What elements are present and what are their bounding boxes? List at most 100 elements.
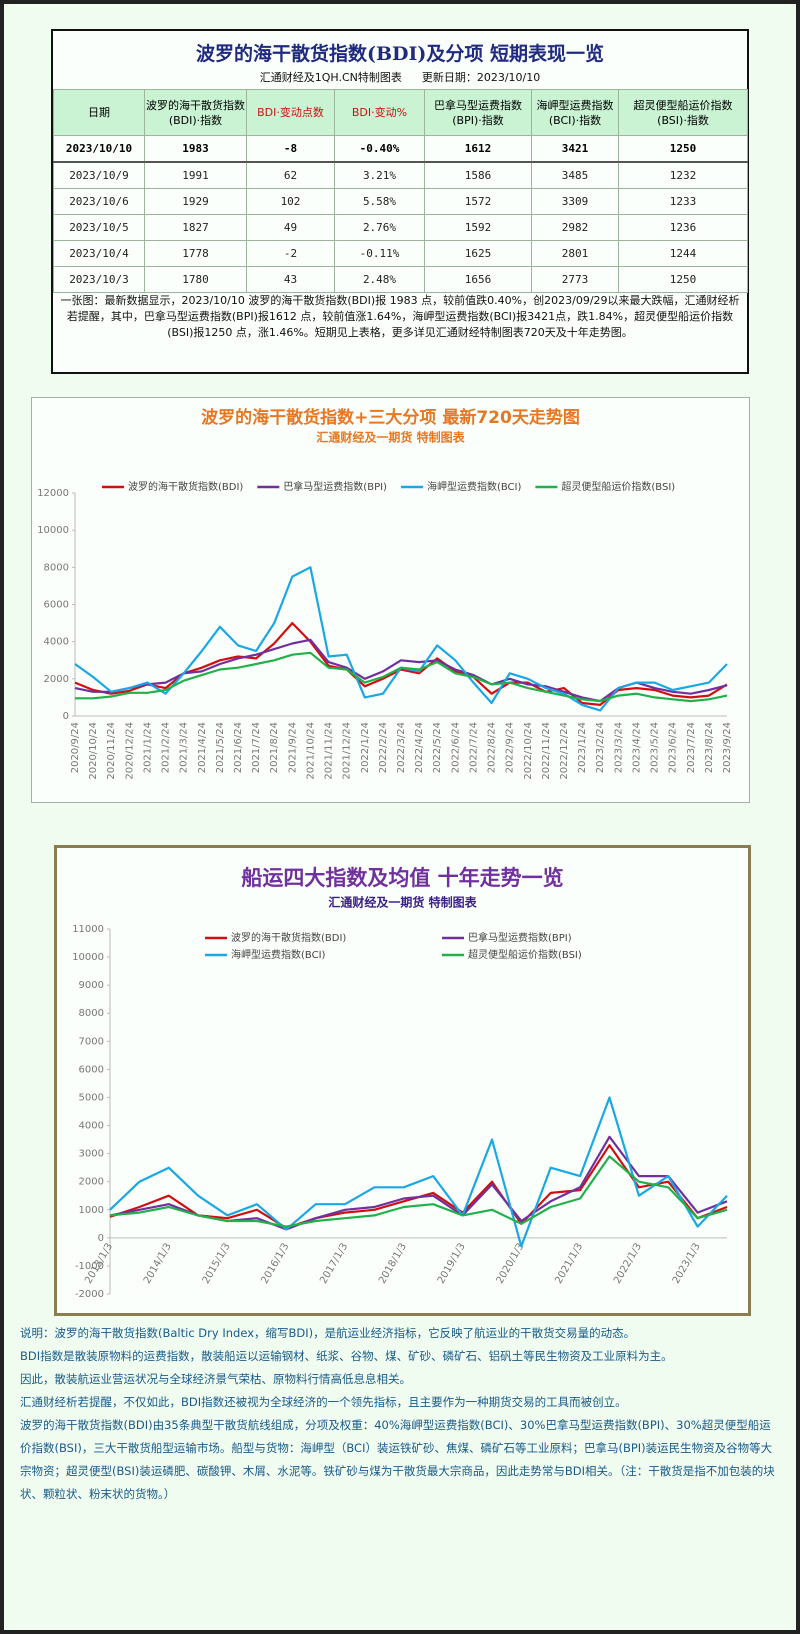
- table-cell: 2.76%: [334, 214, 425, 241]
- table-cell: 2801: [531, 240, 619, 267]
- x-tick-label: 2017/1/3: [318, 1241, 350, 1285]
- source: 汇通财经及1QH.CN特制图表: [259, 71, 402, 84]
- table-cell: 1778: [144, 240, 247, 267]
- x-tick-label: 2022/11/24: [541, 722, 552, 780]
- y-tick-label: 4000: [44, 637, 69, 648]
- y-tick-label: 11000: [72, 924, 104, 935]
- x-tick-label: 2022/2/24: [378, 722, 389, 773]
- header-row: 日期 波罗的海干散货指数(BDI)·指数 BDI·变动点数 BDI·变动% 巴拿马型运费…: [53, 89, 748, 136]
- table-cell: 62: [246, 161, 335, 189]
- legend-label: 波罗的海干散货指数(BDI): [231, 931, 346, 944]
- x-tick-label: 2021/4/24: [197, 722, 208, 773]
- x-tick-label: 2023/5/24: [650, 722, 661, 773]
- x-tick-label: 2021/7/24: [251, 722, 262, 773]
- table-cell: 5.58%: [334, 188, 425, 215]
- y-tick-label: 12000: [37, 488, 69, 499]
- legend-label: 海岬型运费指数(BCI): [231, 948, 326, 961]
- table-cell: 1236: [618, 214, 748, 241]
- chart-subtitle: 汇通财经及一期货 特制图表: [328, 895, 477, 910]
- y-tick-label: 5000: [79, 1092, 104, 1103]
- table-row: 2023/10/5 1827 49 2.76% 1592 2982 1236: [53, 214, 748, 241]
- x-tick-label: 2021/1/3: [553, 1241, 585, 1285]
- column-header: 海岬型运费指数(BCI)·指数: [531, 89, 619, 136]
- x-tick-label: 2020/10/24: [88, 722, 99, 780]
- x-tick-label: 2022/10/24: [523, 722, 534, 780]
- y-tick-label: 9000: [79, 980, 104, 991]
- x-tick-label: 2023/7/24: [686, 722, 697, 773]
- table-cell: 1250: [618, 266, 748, 293]
- table-cell: 1592: [424, 214, 532, 241]
- chart-title: 波罗的海干散货指数+三大分项 最新720天走势图: [201, 407, 580, 428]
- x-tick-label: 2023/2/24: [595, 722, 606, 773]
- x-tick-label: 2022/3/24: [396, 722, 407, 773]
- y-tick-label: 2000: [79, 1177, 104, 1188]
- series-line: [109, 1155, 728, 1228]
- y-tick-label: 8000: [44, 562, 69, 573]
- table-cell: 49: [246, 214, 335, 241]
- subtitle: 汇通财经及1QH.CN特制图表 更新日期：2023/10/10: [53, 69, 747, 85]
- x-tick-label: 2022/6/24: [450, 722, 461, 773]
- table-cell: 1625: [424, 240, 532, 267]
- series-line: [75, 651, 728, 703]
- x-tick-label: 2021/11/24: [324, 722, 335, 780]
- x-tick-label: 2021/8/24: [269, 722, 280, 773]
- x-tick-label: 2015/1/3: [201, 1241, 233, 1285]
- y-tick-label: 4000: [79, 1121, 104, 1132]
- table-cell: 1827: [144, 214, 247, 241]
- x-tick-label: 2020/9/24: [70, 722, 81, 773]
- column-header: BDI·变动点数: [246, 89, 335, 136]
- note-paragraph: 说明：波罗的海干散货指数(Baltic Dry Index，缩写BDI)，是航运…: [20, 1326, 636, 1340]
- table-row: 2023/10/6 1929 102 5.58% 1572 3309 1233: [53, 188, 748, 215]
- chart-title: 船运四大指数及均值 十年走势一览: [241, 866, 563, 890]
- x-tick-label: 2021/12/24: [342, 722, 353, 780]
- y-tick-label: 8000: [79, 1008, 104, 1019]
- table-cell: 3421: [531, 135, 619, 163]
- x-tick-label: 2021/1/24: [142, 722, 153, 773]
- data-table: 日期 波罗的海干散货指数(BDI)·指数 BDI·变动点数 BDI·变动% 巴拿马型运费…: [53, 89, 748, 293]
- x-tick-label: 2021/2/24: [161, 722, 172, 773]
- table-cell: 2023/10/3: [53, 266, 145, 293]
- table-cell: -0.40%: [334, 135, 425, 163]
- x-tick-label: 2023/1/3: [671, 1241, 703, 1285]
- x-tick-label: 2018/1/3: [377, 1241, 409, 1285]
- x-tick-label: 2022/1/3: [612, 1241, 644, 1285]
- legend-label: 波罗的海干散货指数(BDI): [128, 480, 243, 493]
- x-tick-label: 2021/9/24: [287, 722, 298, 773]
- title: 波罗的海干散货指数(BDI)及分项 短期表现一览: [195, 43, 605, 65]
- table-cell: 2023/10/6: [53, 188, 145, 215]
- table-cell: 1232: [618, 161, 748, 189]
- table-cell: 3.21%: [334, 161, 425, 189]
- y-tick-label: -1000: [75, 1261, 104, 1272]
- x-tick-label: 2023/9/24: [722, 722, 733, 773]
- y-tick-label: 10000: [37, 525, 69, 536]
- legend-label: 巴拿马型运费指数(BPI): [283, 480, 387, 493]
- x-tick-label: 2023/6/24: [668, 722, 679, 773]
- x-tick-label: 2022/9/24: [505, 722, 516, 773]
- table-cell: 2982: [531, 214, 619, 241]
- summary-panel: 波罗的海干散货指数(BDI)及分项 短期表现一览 汇通财经及1QH.CN特制图表…: [51, 29, 749, 374]
- y-tick-label: 3000: [79, 1149, 104, 1160]
- table-cell: 2773: [531, 266, 619, 293]
- notes: 说明：波罗的海干散货指数(Baltic Dry Index，缩写BDI)，是航运…: [20, 1322, 782, 1506]
- x-tick-label: 2021/5/24: [215, 722, 226, 773]
- x-tick-label: 2022/5/24: [432, 722, 443, 773]
- y-tick-label: -2000: [75, 1289, 104, 1300]
- note-paragraph: 波罗的海干散货指数(BDI)由35条典型干散货航线组成，分项及权重：40%海岬型…: [20, 1418, 775, 1501]
- table-cell: 43: [246, 266, 335, 293]
- table-cell: 3309: [531, 188, 619, 215]
- note-paragraph: 因此，散装航运业营运状况与全球经济景气荣枯、原物料行情高低息息相关。: [20, 1372, 411, 1386]
- updated: 更新日期：2023/10/10: [421, 71, 541, 84]
- column-header: 波罗的海干散货指数(BDI)·指数: [144, 89, 247, 136]
- table-cell: 1233: [618, 188, 748, 215]
- x-tick-label: 2022/1/24: [360, 722, 371, 773]
- x-tick-label: 2023/8/24: [704, 722, 715, 773]
- table-cell: 2023/10/10: [53, 135, 145, 163]
- table-cell: 1572: [424, 188, 532, 215]
- legend-label: 巴拿马型运费指数(BPI): [468, 931, 572, 944]
- table-cell: 1244: [618, 240, 748, 267]
- table-cell: -0.11%: [334, 240, 425, 267]
- table-cell: 1929: [144, 188, 247, 215]
- note-paragraph: BDI指数是散装原物料的运费指数，散装船运以运输钢材、纸浆、谷物、煤、矿砂、磷矿…: [20, 1349, 673, 1363]
